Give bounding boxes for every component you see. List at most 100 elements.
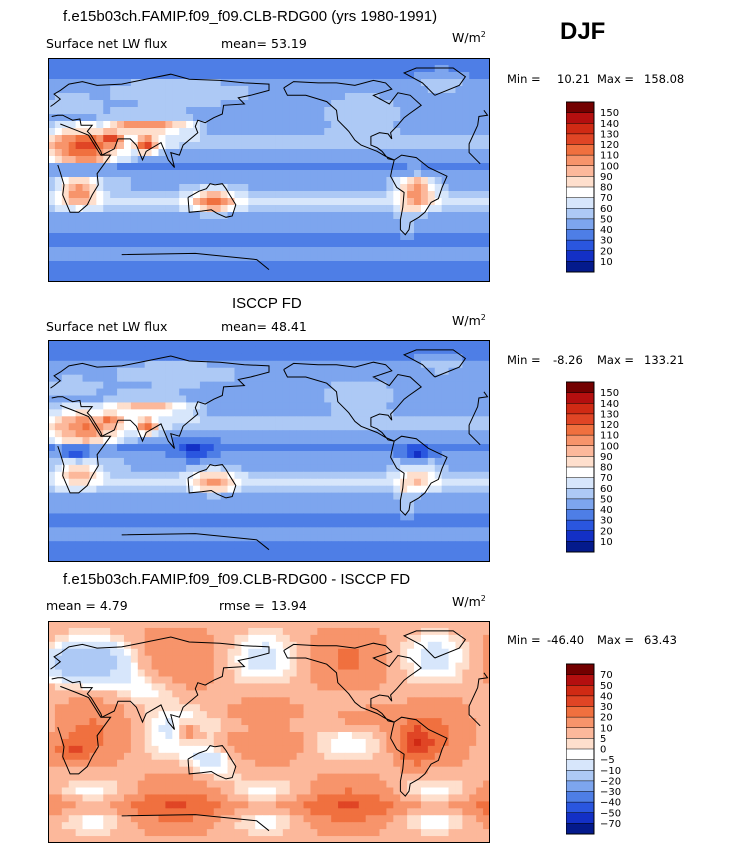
- map-cell: [123, 520, 132, 528]
- map-cell: [137, 451, 146, 459]
- map-cell: [186, 395, 194, 403]
- map-cell: [379, 240, 387, 248]
- map-cell: [199, 492, 208, 500]
- map-cell: [213, 655, 222, 664]
- map-cell: [137, 513, 146, 521]
- map-cell: [400, 430, 408, 438]
- map-cell: [282, 621, 291, 629]
- map-cell: [324, 58, 332, 66]
- map-cell: [296, 555, 304, 562]
- map-cell: [144, 247, 152, 255]
- map-cell: [476, 79, 484, 87]
- colorbar-tick-label: 130: [600, 409, 619, 420]
- map-cell: [358, 506, 367, 514]
- map-cell: [137, 381, 146, 389]
- map-cell: [483, 478, 490, 487]
- map-cell: [393, 683, 401, 691]
- map-cell: [303, 107, 311, 115]
- map-cell: [110, 492, 118, 500]
- map-cell: [372, 247, 380, 255]
- map-cell: [213, 499, 222, 507]
- map-cell: [455, 621, 463, 629]
- map-cell: [103, 261, 111, 269]
- map-cell: [393, 65, 401, 73]
- map-cell: [427, 128, 436, 136]
- map-cell: [427, 388, 436, 396]
- map-cell: [262, 471, 270, 480]
- map-cell: [393, 548, 401, 556]
- map-cell: [351, 275, 360, 282]
- map-cell: [331, 395, 339, 403]
- map-cell: [199, 416, 208, 424]
- map-cell: [462, 395, 470, 403]
- map-cell: [296, 437, 304, 445]
- map-cell: [213, 72, 222, 80]
- map-cell: [144, 513, 152, 521]
- map-cell: [213, 430, 222, 438]
- map-cell: [434, 374, 443, 383]
- map-cell: [427, 107, 436, 115]
- map-cell: [379, 205, 387, 213]
- map-cell: [317, 527, 325, 535]
- map-cell: [220, 648, 228, 657]
- map-cell: [137, 697, 146, 705]
- map-cell: [117, 226, 125, 234]
- map-cell: [269, 506, 277, 514]
- map-cell: [324, 381, 332, 389]
- map-cell: [420, 423, 429, 431]
- map-cell: [282, 471, 291, 480]
- map-cell: [324, 388, 332, 396]
- map-cell: [158, 430, 166, 438]
- map-cell: [358, 641, 367, 650]
- map-cell: [331, 669, 339, 677]
- map-cell: [130, 662, 139, 670]
- map-cell: [186, 541, 194, 549]
- map-cell: [310, 128, 318, 136]
- map-cell: [123, 114, 132, 122]
- map-cell: [407, 430, 415, 438]
- map-cell: [476, 437, 484, 445]
- map-cell: [324, 697, 332, 705]
- map-cell: [103, 353, 111, 362]
- map-cell: [234, 416, 242, 424]
- map-cell: [172, 451, 180, 459]
- map-cell: [54, 184, 63, 192]
- colorbar-tick-label: 140: [600, 399, 619, 410]
- map-cell: [317, 72, 325, 80]
- map-cell: [172, 163, 180, 171]
- map-cell: [158, 527, 166, 535]
- map-cell: [248, 690, 256, 698]
- map-cell: [234, 156, 242, 164]
- map-cell: [365, 648, 373, 657]
- map-cell: [172, 275, 180, 282]
- map-cell: [427, 690, 436, 698]
- map-cell: [420, 100, 429, 108]
- map-cell: [89, 430, 97, 438]
- map-cell: [82, 261, 90, 269]
- map-cell: [48, 409, 56, 417]
- map-cell: [344, 423, 353, 431]
- map-cell: [310, 177, 318, 185]
- map-cell: [89, 353, 97, 362]
- map-cell: [296, 72, 304, 80]
- map-cell: [420, 360, 429, 369]
- map-cell: [310, 669, 318, 677]
- map-cell: [414, 555, 422, 562]
- map-cell: [420, 641, 429, 650]
- map-cell: [54, 541, 63, 549]
- map-cell: [448, 548, 456, 556]
- map-cell: [179, 555, 187, 562]
- map-cell: [186, 527, 194, 535]
- map-cell: [427, 233, 436, 241]
- map-cell: [393, 409, 401, 417]
- map-cell: [248, 226, 256, 234]
- map-cell: [427, 627, 436, 636]
- map-cell: [303, 697, 311, 705]
- map-cell: [455, 683, 463, 691]
- map-cell: [289, 527, 298, 535]
- map-cell: [123, 121, 132, 129]
- map-cell: [248, 409, 256, 417]
- map-cell: [448, 648, 456, 657]
- map-cell: [172, 184, 180, 192]
- map-cell: [269, 423, 277, 431]
